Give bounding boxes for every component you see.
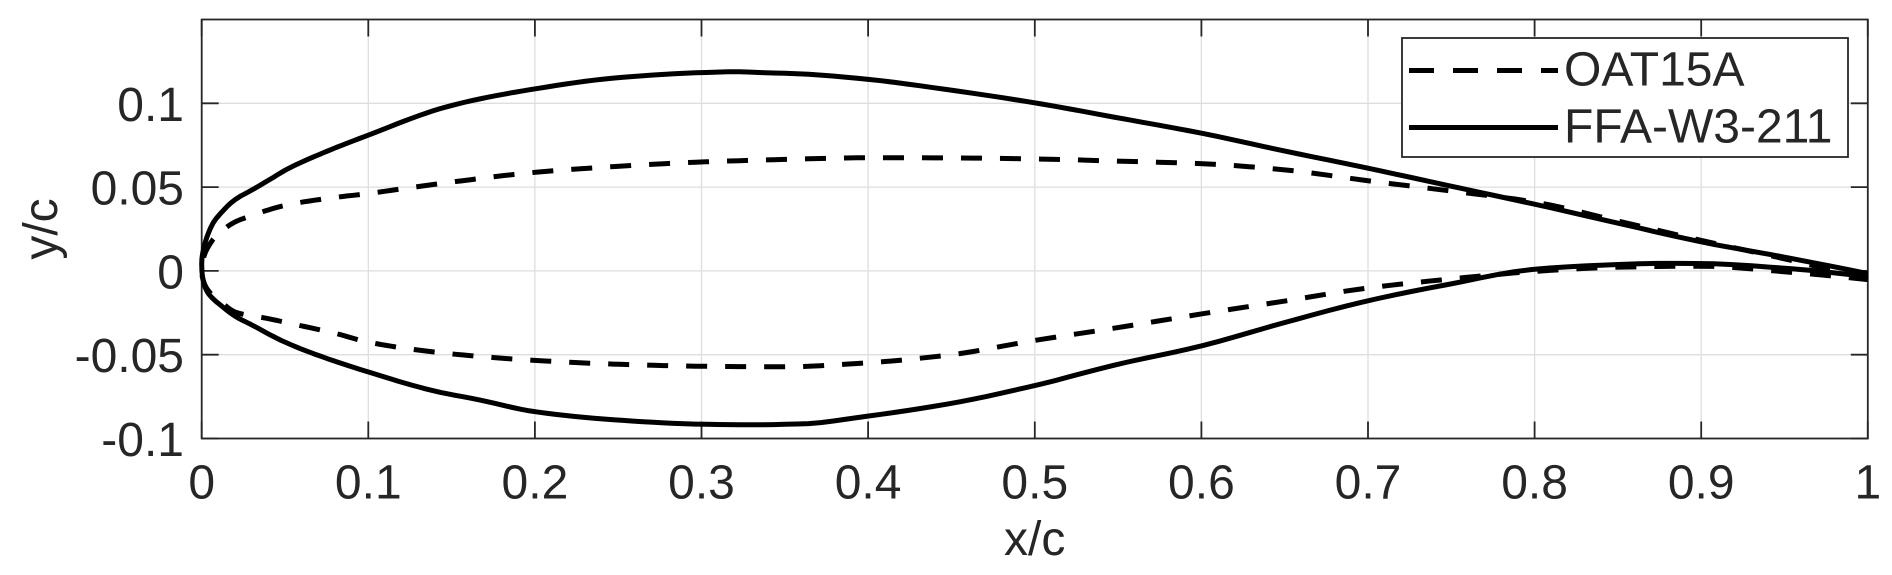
svg-text:y/c: y/c — [15, 198, 68, 259]
svg-text:FFA-W3-211: FFA-W3-211 — [1564, 101, 1833, 154]
svg-text:0.7: 0.7 — [1335, 456, 1402, 509]
svg-text:0.6: 0.6 — [1168, 456, 1235, 509]
svg-text:0.05: 0.05 — [91, 163, 184, 216]
svg-text:0.2: 0.2 — [502, 456, 569, 509]
svg-text:0.5: 0.5 — [1001, 456, 1068, 509]
svg-text:0.8: 0.8 — [1501, 456, 1568, 509]
svg-text:0.3: 0.3 — [668, 456, 735, 509]
svg-text:x/c: x/c — [1004, 513, 1065, 566]
svg-text:-0.1: -0.1 — [101, 414, 184, 467]
svg-text:0.4: 0.4 — [835, 456, 902, 509]
svg-text:0: 0 — [157, 246, 184, 299]
svg-text:0.1: 0.1 — [117, 79, 184, 132]
svg-text:0: 0 — [188, 456, 215, 509]
svg-text:-0.05: -0.05 — [75, 330, 184, 383]
svg-text:OAT15A: OAT15A — [1564, 44, 1745, 97]
svg-text:0.9: 0.9 — [1668, 456, 1735, 509]
svg-text:1: 1 — [1854, 456, 1881, 509]
svg-text:0.1: 0.1 — [335, 456, 402, 509]
